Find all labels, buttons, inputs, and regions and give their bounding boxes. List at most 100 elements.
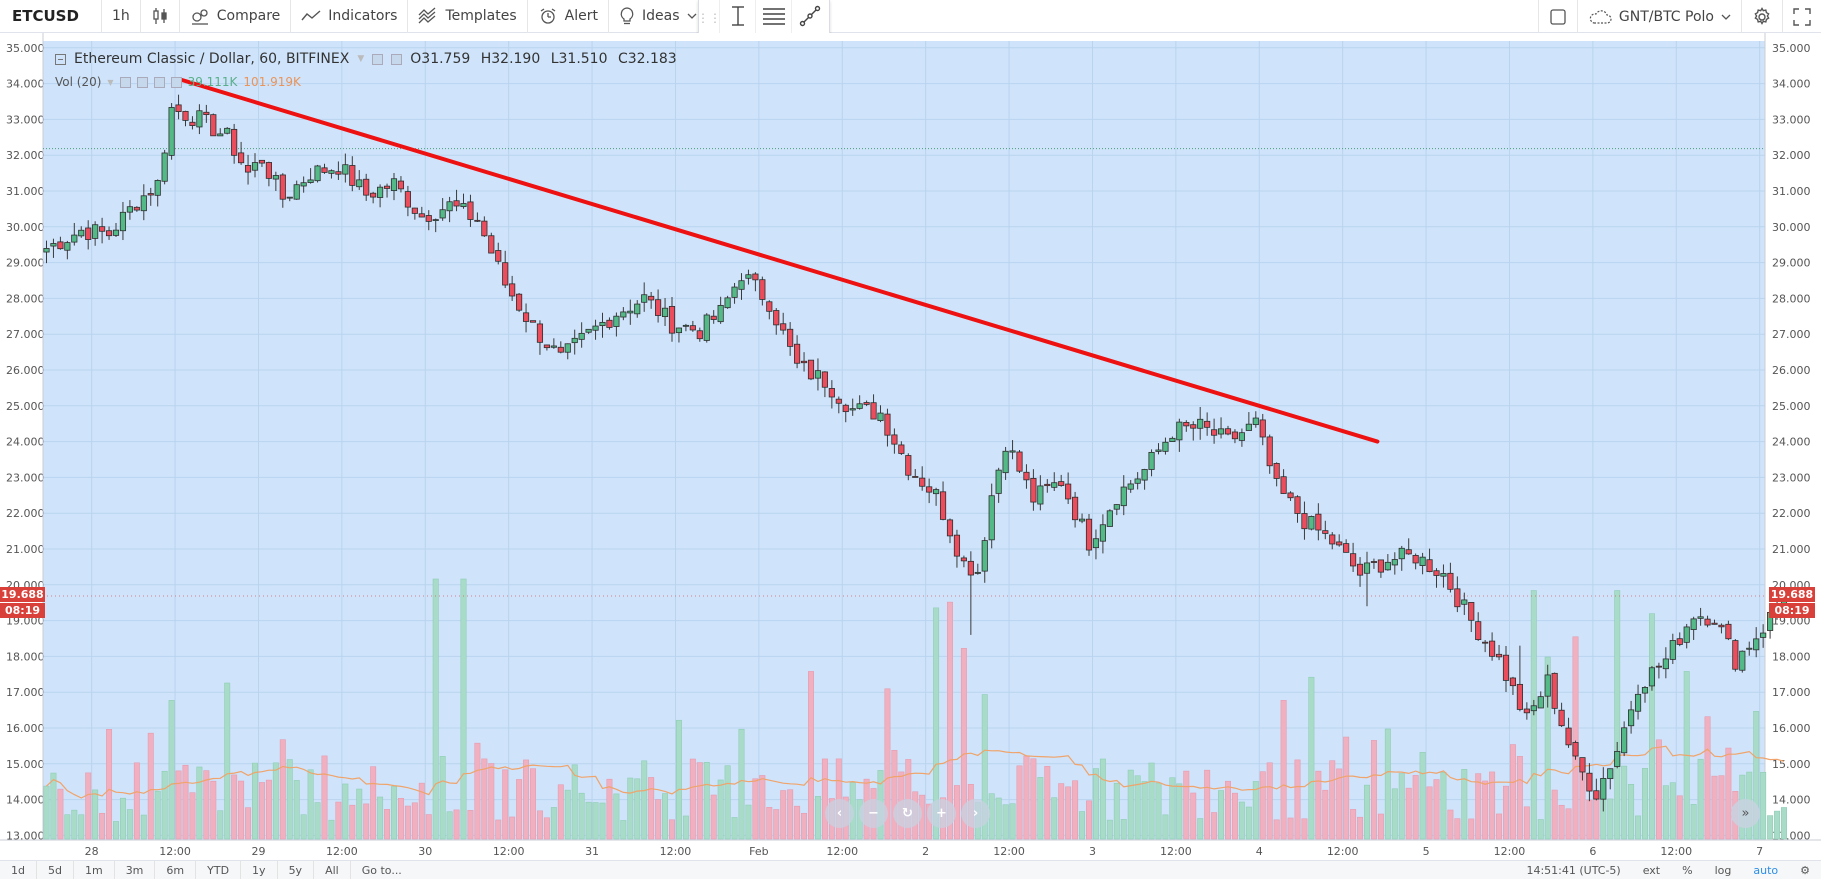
close-icon[interactable] — [170, 76, 182, 88]
more-icon[interactable] — [153, 76, 165, 88]
candle-body — [912, 476, 919, 478]
volume-bar — [203, 770, 210, 840]
chevron-right-icon[interactable]: › — [961, 799, 990, 828]
volume-bar — [474, 742, 481, 840]
chevron-down-icon[interactable]: ▼ — [357, 54, 365, 64]
bottom-toolbar: 1d 5d 1m 3m 6m YTD 1y 5y All Go to... 14… — [0, 860, 1821, 879]
volume-bar — [1030, 758, 1037, 840]
square-icon — [1549, 8, 1567, 26]
volume-bar — [1009, 803, 1016, 840]
candle-body — [1273, 463, 1280, 479]
y-tick-label-left: 26.000 — [6, 364, 45, 377]
alert-button[interactable]: Alert — [528, 0, 609, 33]
text-cursor-tool[interactable] — [719, 0, 755, 37]
templates-icon — [418, 7, 438, 25]
volume-bar — [1565, 808, 1572, 840]
candle-body — [1162, 441, 1169, 452]
candle-body — [1204, 420, 1211, 428]
fullscreen-layout-button[interactable] — [1537, 0, 1577, 33]
volume-bar — [335, 801, 342, 840]
candle-body — [1085, 518, 1093, 551]
horizontal-lines-tool[interactable] — [755, 0, 791, 37]
compare-button[interactable]: Compare — [180, 0, 292, 33]
volume-bar — [238, 780, 245, 840]
chevron-left-icon[interactable]: ‹ — [825, 799, 854, 828]
volume-bar — [279, 739, 286, 840]
y-tick-label-right: 21.000 — [1772, 543, 1811, 556]
candle-body — [1065, 483, 1072, 500]
volume-bar — [1183, 770, 1190, 840]
candle-body — [488, 235, 495, 254]
range-ytd[interactable]: YTD — [196, 860, 242, 879]
settings-mini-icon[interactable] — [136, 76, 148, 88]
volume-bar — [481, 758, 488, 840]
volume-bar — [1426, 786, 1433, 840]
reset-icon[interactable]: ↻ — [893, 799, 922, 828]
candle-body — [307, 179, 314, 183]
log-toggle[interactable]: log — [1714, 864, 1732, 877]
candle-body — [1113, 504, 1120, 510]
candle-body — [696, 330, 703, 340]
volume-bar — [634, 778, 641, 840]
fullscreen-button[interactable] — [1782, 0, 1821, 33]
ideas-button[interactable]: Ideas — [609, 0, 708, 33]
range-1y[interactable]: 1y — [241, 860, 278, 879]
range-3m[interactable]: 3m — [115, 860, 156, 879]
candle-body — [1648, 667, 1656, 687]
range-all[interactable]: All — [314, 860, 351, 879]
trendline-tool[interactable] — [791, 0, 827, 37]
range-1d[interactable]: 1d — [0, 860, 37, 879]
candle-body — [1426, 559, 1433, 573]
collapse-icon[interactable] — [55, 53, 66, 65]
range-6m[interactable]: 6m — [155, 860, 197, 879]
templates-button[interactable]: Templates — [408, 0, 528, 33]
candle-body — [703, 314, 710, 341]
interval-button[interactable]: 1h — [102, 0, 141, 33]
candle-body — [140, 195, 147, 212]
candle-body — [946, 519, 954, 537]
y-tick-label-left: 31.000 — [6, 185, 45, 198]
y-tick-label-left: 33.000 — [6, 113, 45, 126]
chart-style-button[interactable] — [141, 0, 180, 33]
current-price-right: 19.688 — [1770, 588, 1814, 601]
ext-toggle[interactable]: ext — [1642, 864, 1661, 877]
volume-bar — [321, 755, 328, 840]
volume-bar — [258, 782, 265, 840]
candle-body — [321, 167, 328, 173]
settings-mini-icon[interactable] — [391, 53, 403, 65]
eye-icon[interactable] — [372, 53, 384, 65]
candle-body — [1127, 483, 1134, 490]
countdown-badge-right: 08:19 — [1769, 603, 1815, 618]
candle-body — [1030, 477, 1037, 503]
candle-body — [1579, 757, 1586, 773]
candle-body — [571, 337, 578, 344]
candle-body — [1621, 727, 1628, 754]
settings-button[interactable] — [1741, 0, 1782, 33]
volume-bar — [113, 821, 119, 840]
range-1m[interactable]: 1m — [74, 860, 115, 879]
volume-bar — [57, 788, 64, 840]
candle-body — [1072, 496, 1079, 521]
auto-toggle[interactable]: auto — [1753, 864, 1779, 877]
drag-handle-icon[interactable]: ⋮⋮ — [697, 11, 721, 25]
chevron-down-icon[interactable]: ▼ — [107, 77, 114, 87]
volume-bar — [349, 804, 356, 840]
scroll-to-realtime-button[interactable]: » — [1731, 799, 1760, 828]
x-tick-label: 2 — [922, 845, 929, 858]
volume-bar — [578, 792, 585, 840]
minus-icon[interactable]: − — [859, 799, 888, 828]
range-5y[interactable]: 5y — [278, 860, 315, 879]
symbol-search-button[interactable]: ETCUSD — [0, 0, 102, 33]
plus-icon[interactable]: + — [927, 799, 956, 828]
gear-icon[interactable]: ⚙ — [1800, 864, 1810, 877]
percent-toggle[interactable]: % — [1682, 864, 1693, 877]
volume-bar — [404, 805, 411, 840]
range-5d[interactable]: 5d — [37, 860, 74, 879]
candle-body — [383, 185, 391, 189]
price-chart[interactable]: 35.000 35.000 34.000 34.000 33.000 33.000 32.0… — [0, 33, 1821, 860]
indicators-button[interactable]: Indicators — [291, 0, 409, 33]
watchlist-button[interactable]: GNT/BTC Polo — [1576, 0, 1741, 33]
goto-date-button[interactable]: Go to... — [361, 863, 402, 877]
eye-icon[interactable] — [119, 76, 131, 88]
volume-bar — [71, 809, 78, 840]
